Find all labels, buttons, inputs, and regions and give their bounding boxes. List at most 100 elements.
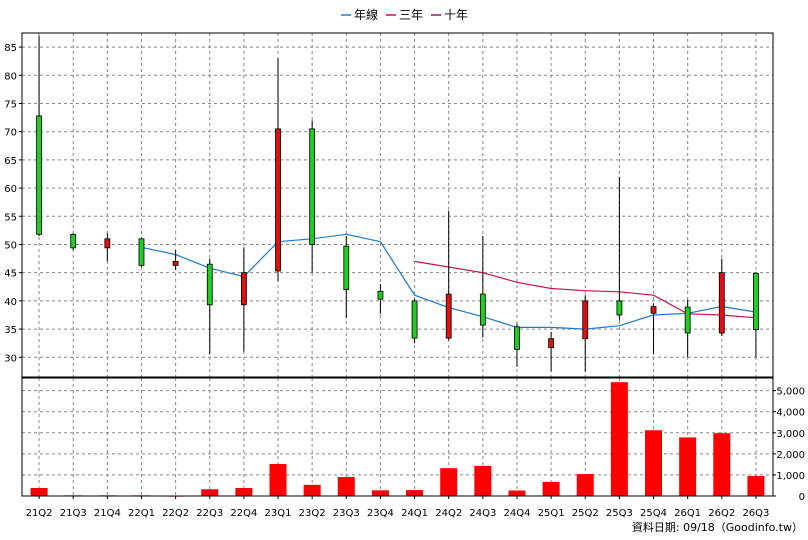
volume-y-tick-label: 3,000 xyxy=(776,429,805,440)
price-y-tick-label: 35 xyxy=(4,325,17,336)
x-tick-label: 23Q3 xyxy=(333,508,360,519)
price-y-tick-label: 45 xyxy=(4,269,17,280)
volume-y-tick-label: 0 xyxy=(799,492,805,503)
volume-bars xyxy=(30,382,765,497)
x-tick-label: 24Q4 xyxy=(503,508,530,519)
x-tick-label: 26Q3 xyxy=(742,508,769,519)
volume-y-tick-label: 1,000 xyxy=(776,471,805,482)
x-axis: 21Q2 21Q3 21Q4 22Q1 22Q2 22Q3 22Q4 23Q1 23Q2 23Q3… xyxy=(26,496,769,519)
candle xyxy=(445,210,452,341)
x-tick-label: 25Q1 xyxy=(538,508,565,519)
candle-body xyxy=(104,238,111,249)
volume-bar xyxy=(337,477,355,496)
price-y-tick-label: 55 xyxy=(4,212,17,223)
volume-y-tick-label: 5,000 xyxy=(776,387,805,398)
candle-body xyxy=(548,338,555,349)
volume-bar xyxy=(235,487,253,496)
price-gridlines xyxy=(22,33,773,377)
volume-y-tick-label: 4,000 xyxy=(776,408,805,419)
candle xyxy=(753,272,759,358)
candle xyxy=(616,176,623,321)
candle-body xyxy=(138,238,145,266)
volume-bar xyxy=(542,481,560,496)
price-y-tick-label: 85 xyxy=(4,43,17,54)
candle xyxy=(36,35,42,237)
x-tick-label: 23Q1 xyxy=(265,508,292,519)
candle-body xyxy=(70,233,77,249)
volume-bar xyxy=(576,474,594,496)
candle xyxy=(411,299,418,344)
x-tick-label: 26Q1 xyxy=(674,508,701,519)
volume-plot-frame xyxy=(21,377,774,497)
candle-body xyxy=(240,272,247,306)
x-tick-label: 24Q3 xyxy=(469,508,496,519)
candle xyxy=(275,58,281,282)
candle-body xyxy=(616,300,623,316)
volume-bar xyxy=(269,463,287,496)
volume-bar xyxy=(30,487,48,496)
volume-bar xyxy=(406,490,424,496)
candle xyxy=(582,295,589,372)
candle xyxy=(104,233,111,262)
x-tick-label: 22Q2 xyxy=(162,508,189,519)
volume-bar xyxy=(440,468,458,496)
x-tick-label: 23Q2 xyxy=(299,508,326,519)
candle xyxy=(70,233,77,251)
candle-body xyxy=(479,293,486,326)
price-y-tick-label: 70 xyxy=(4,128,17,139)
candle-body xyxy=(172,260,179,266)
candle-body xyxy=(650,306,657,314)
volume-bar xyxy=(747,475,765,496)
volume-bar xyxy=(713,433,731,496)
candle-body xyxy=(718,272,725,334)
volume-bar xyxy=(201,489,219,496)
x-tick-label: 22Q4 xyxy=(230,508,257,519)
volume-bar xyxy=(474,465,492,496)
candle-body xyxy=(753,272,759,331)
candle xyxy=(377,283,384,314)
candle xyxy=(514,323,520,367)
candle-body xyxy=(684,306,691,334)
candle xyxy=(138,237,145,268)
series-line xyxy=(414,260,756,319)
candle-body xyxy=(445,293,452,339)
x-tick-label: 25Q4 xyxy=(640,508,667,519)
price-y-tick-label: 50 xyxy=(4,240,17,251)
candle-body xyxy=(411,300,418,339)
x-tick-label: 21Q3 xyxy=(60,508,87,519)
price-plot-frame xyxy=(21,32,774,378)
volume-bar xyxy=(303,484,321,496)
x-tick-label: 24Q2 xyxy=(435,508,462,519)
x-tick-label: 22Q1 xyxy=(128,508,155,519)
volume-bar xyxy=(610,382,628,496)
volume-y-tick-label: 2,000 xyxy=(776,450,805,461)
candle xyxy=(718,258,725,336)
volume-bar xyxy=(679,437,697,496)
legend-label: 十年 xyxy=(444,8,468,22)
candle xyxy=(172,250,179,270)
candle-body xyxy=(343,245,350,290)
candle xyxy=(240,247,247,352)
x-tick-label: 24Q1 xyxy=(401,508,428,519)
candle-body xyxy=(275,128,281,272)
candle xyxy=(650,303,657,355)
price-y-tick-label: 75 xyxy=(4,99,17,110)
candle-body xyxy=(36,115,42,235)
price-y-tick-label: 60 xyxy=(4,184,17,195)
price-y-axis: 30 35 40 45 50 55 60 65 70 75 80 85 xyxy=(4,43,22,364)
candle xyxy=(309,120,316,273)
candle xyxy=(479,236,486,338)
candle xyxy=(684,299,691,358)
price-y-tick-label: 40 xyxy=(4,297,17,308)
price-y-tick-label: 30 xyxy=(4,353,17,364)
volume-bar xyxy=(371,490,389,496)
candle-body xyxy=(377,290,384,300)
x-tick-label: 26Q2 xyxy=(708,508,735,519)
legend-label: 三年 xyxy=(399,8,423,22)
candle xyxy=(343,236,350,318)
candle-body xyxy=(514,326,520,350)
chart-legend: 年線 三年 十年 xyxy=(341,7,468,22)
price-candles xyxy=(36,35,759,372)
candle xyxy=(206,258,213,355)
